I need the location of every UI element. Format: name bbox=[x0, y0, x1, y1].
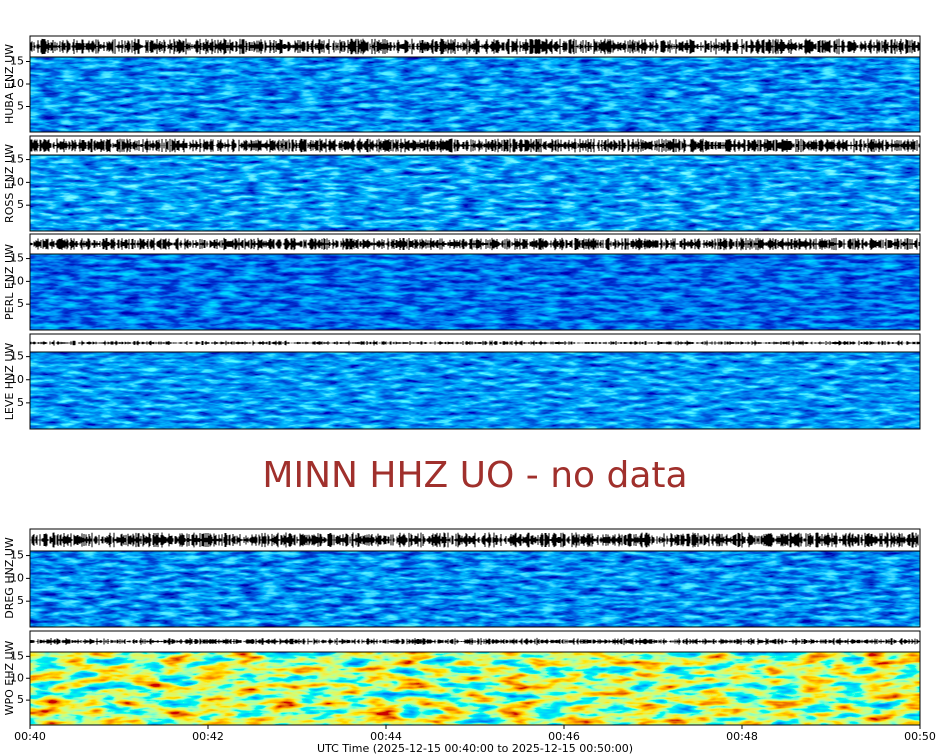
station-label: PERL ENZ UW bbox=[3, 244, 16, 320]
y-tick-label: 10 bbox=[10, 571, 24, 584]
spectrogram-frame bbox=[29, 253, 921, 331]
y-tick-label: 15 bbox=[10, 153, 24, 166]
station-label: LEVE HNZ UW bbox=[3, 343, 16, 421]
spectrogram bbox=[30, 57, 920, 132]
spectrogram bbox=[30, 254, 920, 330]
spectrogram bbox=[30, 155, 920, 231]
seismic-trace bbox=[30, 38, 920, 55]
spectrogram bbox=[30, 352, 920, 429]
y-tick-label: 5 bbox=[17, 693, 24, 706]
y-tick-label: 15 bbox=[10, 649, 24, 662]
x-tick-label: 00:50 bbox=[904, 730, 936, 743]
x-axis-label: UTC Time (2025-12-15 00:40:00 to 2025-12… bbox=[317, 742, 633, 755]
seismic-trace bbox=[30, 532, 920, 548]
y-tick-label: 15 bbox=[10, 252, 24, 265]
spectrogram bbox=[30, 551, 920, 627]
y-tick-label: 5 bbox=[17, 100, 24, 113]
spectrogram-frame bbox=[29, 154, 921, 232]
y-tick-label: 10 bbox=[10, 373, 24, 386]
y-tick-label: 15 bbox=[10, 55, 24, 68]
station-label: WPO EHZ UW bbox=[3, 640, 16, 715]
seismic-trace bbox=[30, 138, 920, 153]
x-tick-label: 00:42 bbox=[192, 730, 224, 743]
x-tick-label: 00:48 bbox=[726, 730, 758, 743]
y-tick-label: 5 bbox=[17, 198, 24, 211]
spectrogram bbox=[30, 652, 920, 725]
spectrogram-frame bbox=[29, 351, 921, 430]
station-label: ROSS ENZ UW bbox=[3, 144, 16, 223]
x-tick-label: 00:46 bbox=[548, 730, 580, 743]
seismic-trace bbox=[30, 237, 920, 251]
y-tick-label: 5 bbox=[17, 396, 24, 409]
x-tick-label: 00:40 bbox=[14, 730, 46, 743]
y-tick-label: 5 bbox=[17, 594, 24, 607]
seismic-trace bbox=[30, 340, 920, 346]
spectrogram-frame bbox=[29, 651, 921, 726]
station-label: DREG HNZ UW bbox=[3, 537, 16, 619]
y-tick-label: 5 bbox=[17, 297, 24, 310]
y-tick-label: 10 bbox=[10, 175, 24, 188]
spectrogram-frame bbox=[29, 550, 921, 628]
x-tick-label: 00:44 bbox=[370, 730, 402, 743]
station-label: HUBA ENZ UW bbox=[3, 44, 16, 124]
no-data-message: MINN HHZ UO - no data bbox=[262, 455, 687, 496]
y-tick-label: 15 bbox=[10, 549, 24, 562]
y-tick-label: 10 bbox=[10, 671, 24, 684]
y-tick-label: 10 bbox=[10, 77, 24, 90]
y-tick-label: 15 bbox=[10, 350, 24, 363]
y-tick-label: 10 bbox=[10, 274, 24, 287]
spectrogram-frame bbox=[29, 56, 921, 133]
seismic-trace bbox=[30, 637, 920, 646]
